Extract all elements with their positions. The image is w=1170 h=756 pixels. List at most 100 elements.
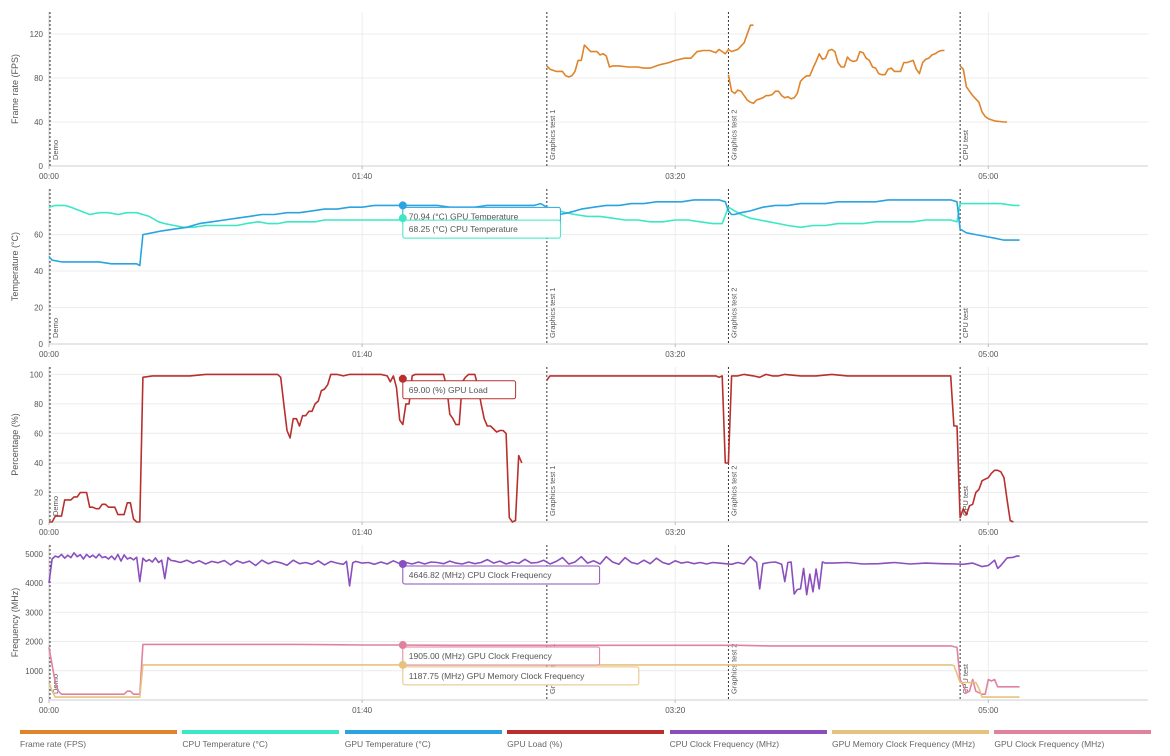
legend-label: GPU Memory Clock Frequency (MHz) bbox=[831, 739, 976, 749]
tooltip-text: 69.00 (%) GPU Load bbox=[409, 385, 488, 395]
series-line-gpu-1 bbox=[48, 643, 1020, 696]
tooltip-dot bbox=[398, 214, 407, 223]
x-tick-label: 05:00 bbox=[978, 706, 999, 715]
x-tick-label: 03:20 bbox=[665, 172, 686, 181]
panel-0: 0 40 80 120 00:00 01:40 03:20 05:00 Frame rate (… bbox=[10, 12, 1148, 181]
tooltip-text: 68.25 (°C) CPU Temperature bbox=[409, 224, 518, 234]
y-tick-label: 2000 bbox=[25, 638, 43, 647]
legend-label: GPU Clock Frequency (MHz) bbox=[994, 739, 1105, 749]
legend-label: CPU Clock Frequency (MHz) bbox=[669, 739, 780, 749]
legend-item[interactable]: Frame rate (FPS) bbox=[18, 729, 180, 756]
event-label: CPU test bbox=[961, 663, 970, 694]
y-tick-label: 40 bbox=[34, 459, 43, 468]
event-label: CPU test bbox=[961, 485, 970, 516]
legend-item[interactable]: GPU Memory Clock Frequency (MHz) bbox=[830, 729, 992, 756]
tooltip-box bbox=[402, 380, 517, 400]
legend: Frame rate (FPS) CPU Temperature (°C) GPU … bbox=[18, 729, 1170, 756]
x-tick-label: 01:40 bbox=[352, 172, 373, 181]
x-tick-label: 00:00 bbox=[39, 706, 60, 715]
y-tick-label: 0 bbox=[39, 696, 44, 705]
tooltip-dot bbox=[398, 560, 407, 569]
series-line-gpu-0 bbox=[49, 373, 523, 523]
legend-label: CPU Temperature (°C) bbox=[182, 739, 268, 749]
tooltip-box bbox=[402, 219, 561, 239]
panel-3: 0 1000 2000 3000 4000 5000 00:00 01:40 03:20 05:0… bbox=[10, 545, 1148, 715]
y-tick-label: 40 bbox=[34, 118, 43, 127]
y-tick-label: 0 bbox=[39, 340, 44, 349]
event-label: CPU test bbox=[961, 307, 970, 338]
tooltip-box bbox=[402, 666, 640, 686]
event-label: Graphics test 2 bbox=[729, 466, 738, 516]
y-tick-label: 120 bbox=[30, 30, 44, 39]
x-tick-label: 01:40 bbox=[352, 528, 373, 537]
x-tick-label: 01:40 bbox=[352, 706, 373, 715]
y-tick-label: 60 bbox=[34, 231, 43, 240]
tooltip-dot bbox=[398, 641, 407, 650]
y-tick-label: 40 bbox=[34, 267, 43, 276]
x-tick-label: 00:00 bbox=[39, 350, 60, 359]
tooltip-box bbox=[402, 565, 601, 585]
event-label: Graphics test 2 bbox=[729, 110, 738, 160]
legend-label: GPU Load (%) bbox=[507, 739, 563, 749]
tooltip-text: 70.94 (°C) GPU Temperature bbox=[409, 211, 519, 221]
legend-swatch bbox=[182, 730, 340, 734]
event-label: Graphics test 1 bbox=[548, 110, 557, 160]
event-label: Demo bbox=[51, 496, 60, 516]
y-tick-label: 100 bbox=[30, 370, 44, 379]
y-tick-label: 0 bbox=[39, 518, 44, 527]
y-tick-label: 1000 bbox=[25, 667, 43, 676]
x-tick-label: 05:00 bbox=[978, 528, 999, 537]
legend-item[interactable]: GPU Load (%) bbox=[505, 729, 667, 756]
series-line-gpu-2 bbox=[48, 664, 1020, 698]
event-label: Graphics test 2 bbox=[729, 288, 738, 338]
legend-item[interactable]: CPU Clock Frequency (MHz) bbox=[668, 729, 830, 756]
series-line-frame-0 bbox=[727, 48, 945, 105]
x-tick-label: 00:00 bbox=[39, 528, 60, 537]
event-label: Demo bbox=[51, 140, 60, 160]
tooltip-text: 1905.00 (MHz) GPU Clock Frequency bbox=[409, 651, 553, 661]
legend-label: GPU Temperature (°C) bbox=[344, 739, 431, 749]
y-tick-label: 5000 bbox=[25, 550, 43, 559]
event-label: Graphics test 2 bbox=[729, 644, 738, 694]
legend-item[interactable]: CPU Temperature (°C) bbox=[180, 729, 342, 756]
series-line-cpu-0 bbox=[48, 552, 1020, 596]
series-line-frame-0 bbox=[959, 65, 1008, 123]
panel-2: 0 20 40 60 80 100 00:00 01:40 03:20 05:00 Percenta… bbox=[10, 367, 1148, 537]
panel-1: 0 20 40 60 00:00 01:40 03:20 05:00 Temperature (… bbox=[10, 189, 1148, 359]
y-tick-label: 20 bbox=[34, 304, 43, 313]
monitoring-charts: 0 40 80 120 00:00 01:40 03:20 05:00 Frame rate (… bbox=[10, 12, 1148, 715]
legend-swatch bbox=[669, 730, 827, 734]
x-tick-label: 05:00 bbox=[978, 172, 999, 181]
y-axis-title: Temperature (°C) bbox=[10, 232, 20, 301]
legend-item[interactable]: GPU Temperature (°C) bbox=[343, 729, 505, 756]
legend-item[interactable]: GPU Clock Frequency (MHz) bbox=[992, 729, 1154, 756]
event-label: Graphics test 1 bbox=[548, 466, 557, 516]
event-label: Demo bbox=[51, 318, 60, 338]
y-axis-title: Frame rate (FPS) bbox=[10, 54, 20, 124]
y-tick-label: 60 bbox=[34, 429, 43, 438]
x-tick-label: 01:40 bbox=[352, 350, 373, 359]
tooltip-dot bbox=[398, 374, 407, 383]
tooltip-text: 4646.82 (MHz) CPU Clock Frequency bbox=[409, 570, 552, 580]
series-line-frame-0 bbox=[546, 24, 754, 78]
x-tick-label: 03:20 bbox=[665, 706, 686, 715]
x-tick-label: 05:00 bbox=[978, 350, 999, 359]
tooltip-text: 1187.75 (MHz) GPU Memory Clock Frequency bbox=[409, 671, 585, 681]
legend-swatch bbox=[507, 730, 665, 734]
tooltip-box bbox=[402, 646, 601, 666]
legend-swatch bbox=[831, 730, 989, 734]
y-tick-label: 80 bbox=[34, 400, 43, 409]
y-tick-label: 80 bbox=[34, 74, 43, 83]
x-tick-label: 03:20 bbox=[665, 350, 686, 359]
x-tick-label: 03:20 bbox=[665, 528, 686, 537]
legend-swatch bbox=[20, 730, 177, 734]
y-axis-title: Percentage (%) bbox=[10, 413, 20, 476]
x-tick-label: 00:00 bbox=[39, 172, 60, 181]
legend-label: Frame rate (FPS) bbox=[20, 739, 87, 749]
y-tick-label: 20 bbox=[34, 488, 43, 497]
y-tick-label: 3000 bbox=[25, 608, 43, 617]
tooltip-dot bbox=[398, 201, 407, 210]
event-label: Graphics test 1 bbox=[548, 288, 557, 338]
event-label: CPU test bbox=[961, 129, 970, 160]
tooltip-dot bbox=[398, 660, 407, 669]
